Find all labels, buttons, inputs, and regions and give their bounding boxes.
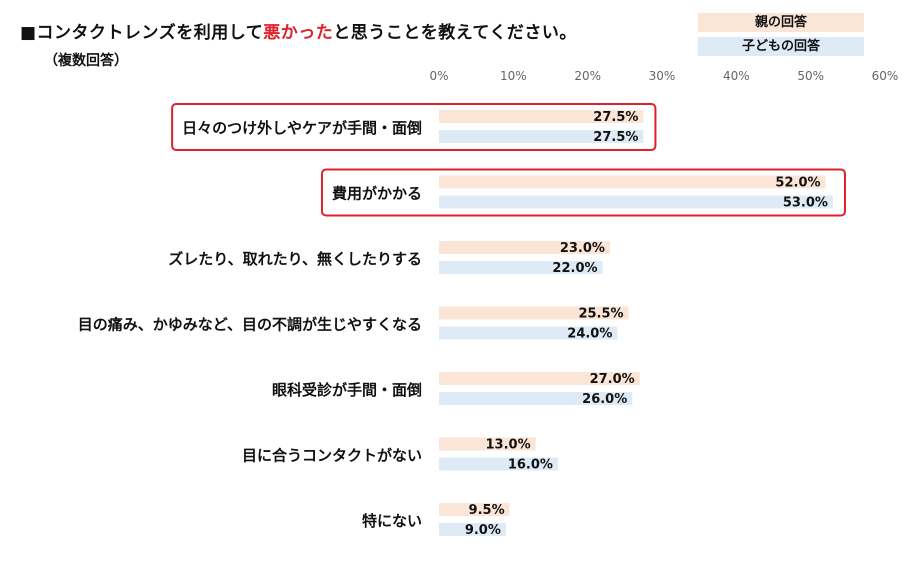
data-label: 23.0% bbox=[560, 241, 605, 256]
x-tick-label: 0% bbox=[429, 69, 448, 83]
bar-parent bbox=[439, 306, 629, 320]
x-tick-label: 20% bbox=[574, 69, 601, 83]
data-label: 27.0% bbox=[590, 372, 635, 387]
x-tick-label: 50% bbox=[797, 69, 824, 83]
x-tick-label: 40% bbox=[723, 69, 750, 83]
highlight-box bbox=[171, 103, 657, 151]
category-label: 眼科受診が手間・面倒 bbox=[272, 381, 422, 399]
bar-child bbox=[439, 326, 618, 340]
data-label: 22.0% bbox=[552, 261, 597, 276]
legend-parent: 親の回答 bbox=[698, 13, 864, 32]
data-label: 27.5% bbox=[593, 110, 638, 125]
title-suffix: と思うことを教えてください。 bbox=[333, 23, 577, 43]
bar-child bbox=[439, 130, 644, 143]
x-tick-label: 30% bbox=[649, 69, 676, 83]
category-label: 特にない bbox=[362, 512, 422, 530]
category-label: 目に合うコンタクトがない bbox=[242, 447, 422, 465]
category-label: 日々のつけ外しやケアが手間・面倒 bbox=[182, 119, 422, 137]
data-label: 24.0% bbox=[567, 327, 612, 342]
data-label: 25.5% bbox=[578, 307, 623, 322]
data-label: 9.5% bbox=[469, 503, 505, 518]
bar-parent bbox=[439, 372, 640, 385]
data-label: 27.5% bbox=[593, 130, 638, 145]
chart-title: ■コンタクトレンズを利用して悪かったと思うことを教えてください。 bbox=[20, 18, 577, 43]
x-tick-label: 60% bbox=[872, 69, 899, 83]
bar-child bbox=[439, 195, 833, 209]
data-label: 26.0% bbox=[582, 392, 627, 407]
data-label: 52.0% bbox=[775, 176, 820, 191]
data-label: 9.0% bbox=[465, 523, 501, 538]
title-highlight: 悪かった bbox=[263, 23, 334, 43]
category-label: ズレたり、取れたり、無くしたりする bbox=[168, 250, 422, 268]
x-tick-label: 10% bbox=[500, 69, 527, 83]
highlight-box bbox=[320, 168, 846, 217]
bar-child bbox=[439, 261, 603, 274]
bar-parent bbox=[439, 241, 610, 254]
bar-parent bbox=[439, 437, 536, 451]
data-label: 13.0% bbox=[486, 438, 531, 453]
bar-parent bbox=[439, 175, 826, 189]
legend-child: 子どもの回答 bbox=[698, 37, 864, 56]
category-label: 目の痛み、かゆみなど、目の不調が生じやすくなる bbox=[78, 316, 422, 334]
chart-subtitle: （複数回答） bbox=[44, 53, 128, 69]
bar-parent bbox=[439, 503, 510, 516]
bar-child bbox=[439, 457, 558, 471]
bar-child bbox=[439, 392, 633, 405]
bar-child bbox=[439, 523, 506, 536]
title-prefix: ■コンタクトレンズを利用して bbox=[20, 23, 264, 43]
bar-parent bbox=[439, 110, 644, 123]
data-label: 53.0% bbox=[783, 196, 828, 211]
data-label: 16.0% bbox=[508, 458, 553, 473]
category-label: 費用がかかる bbox=[332, 185, 422, 203]
